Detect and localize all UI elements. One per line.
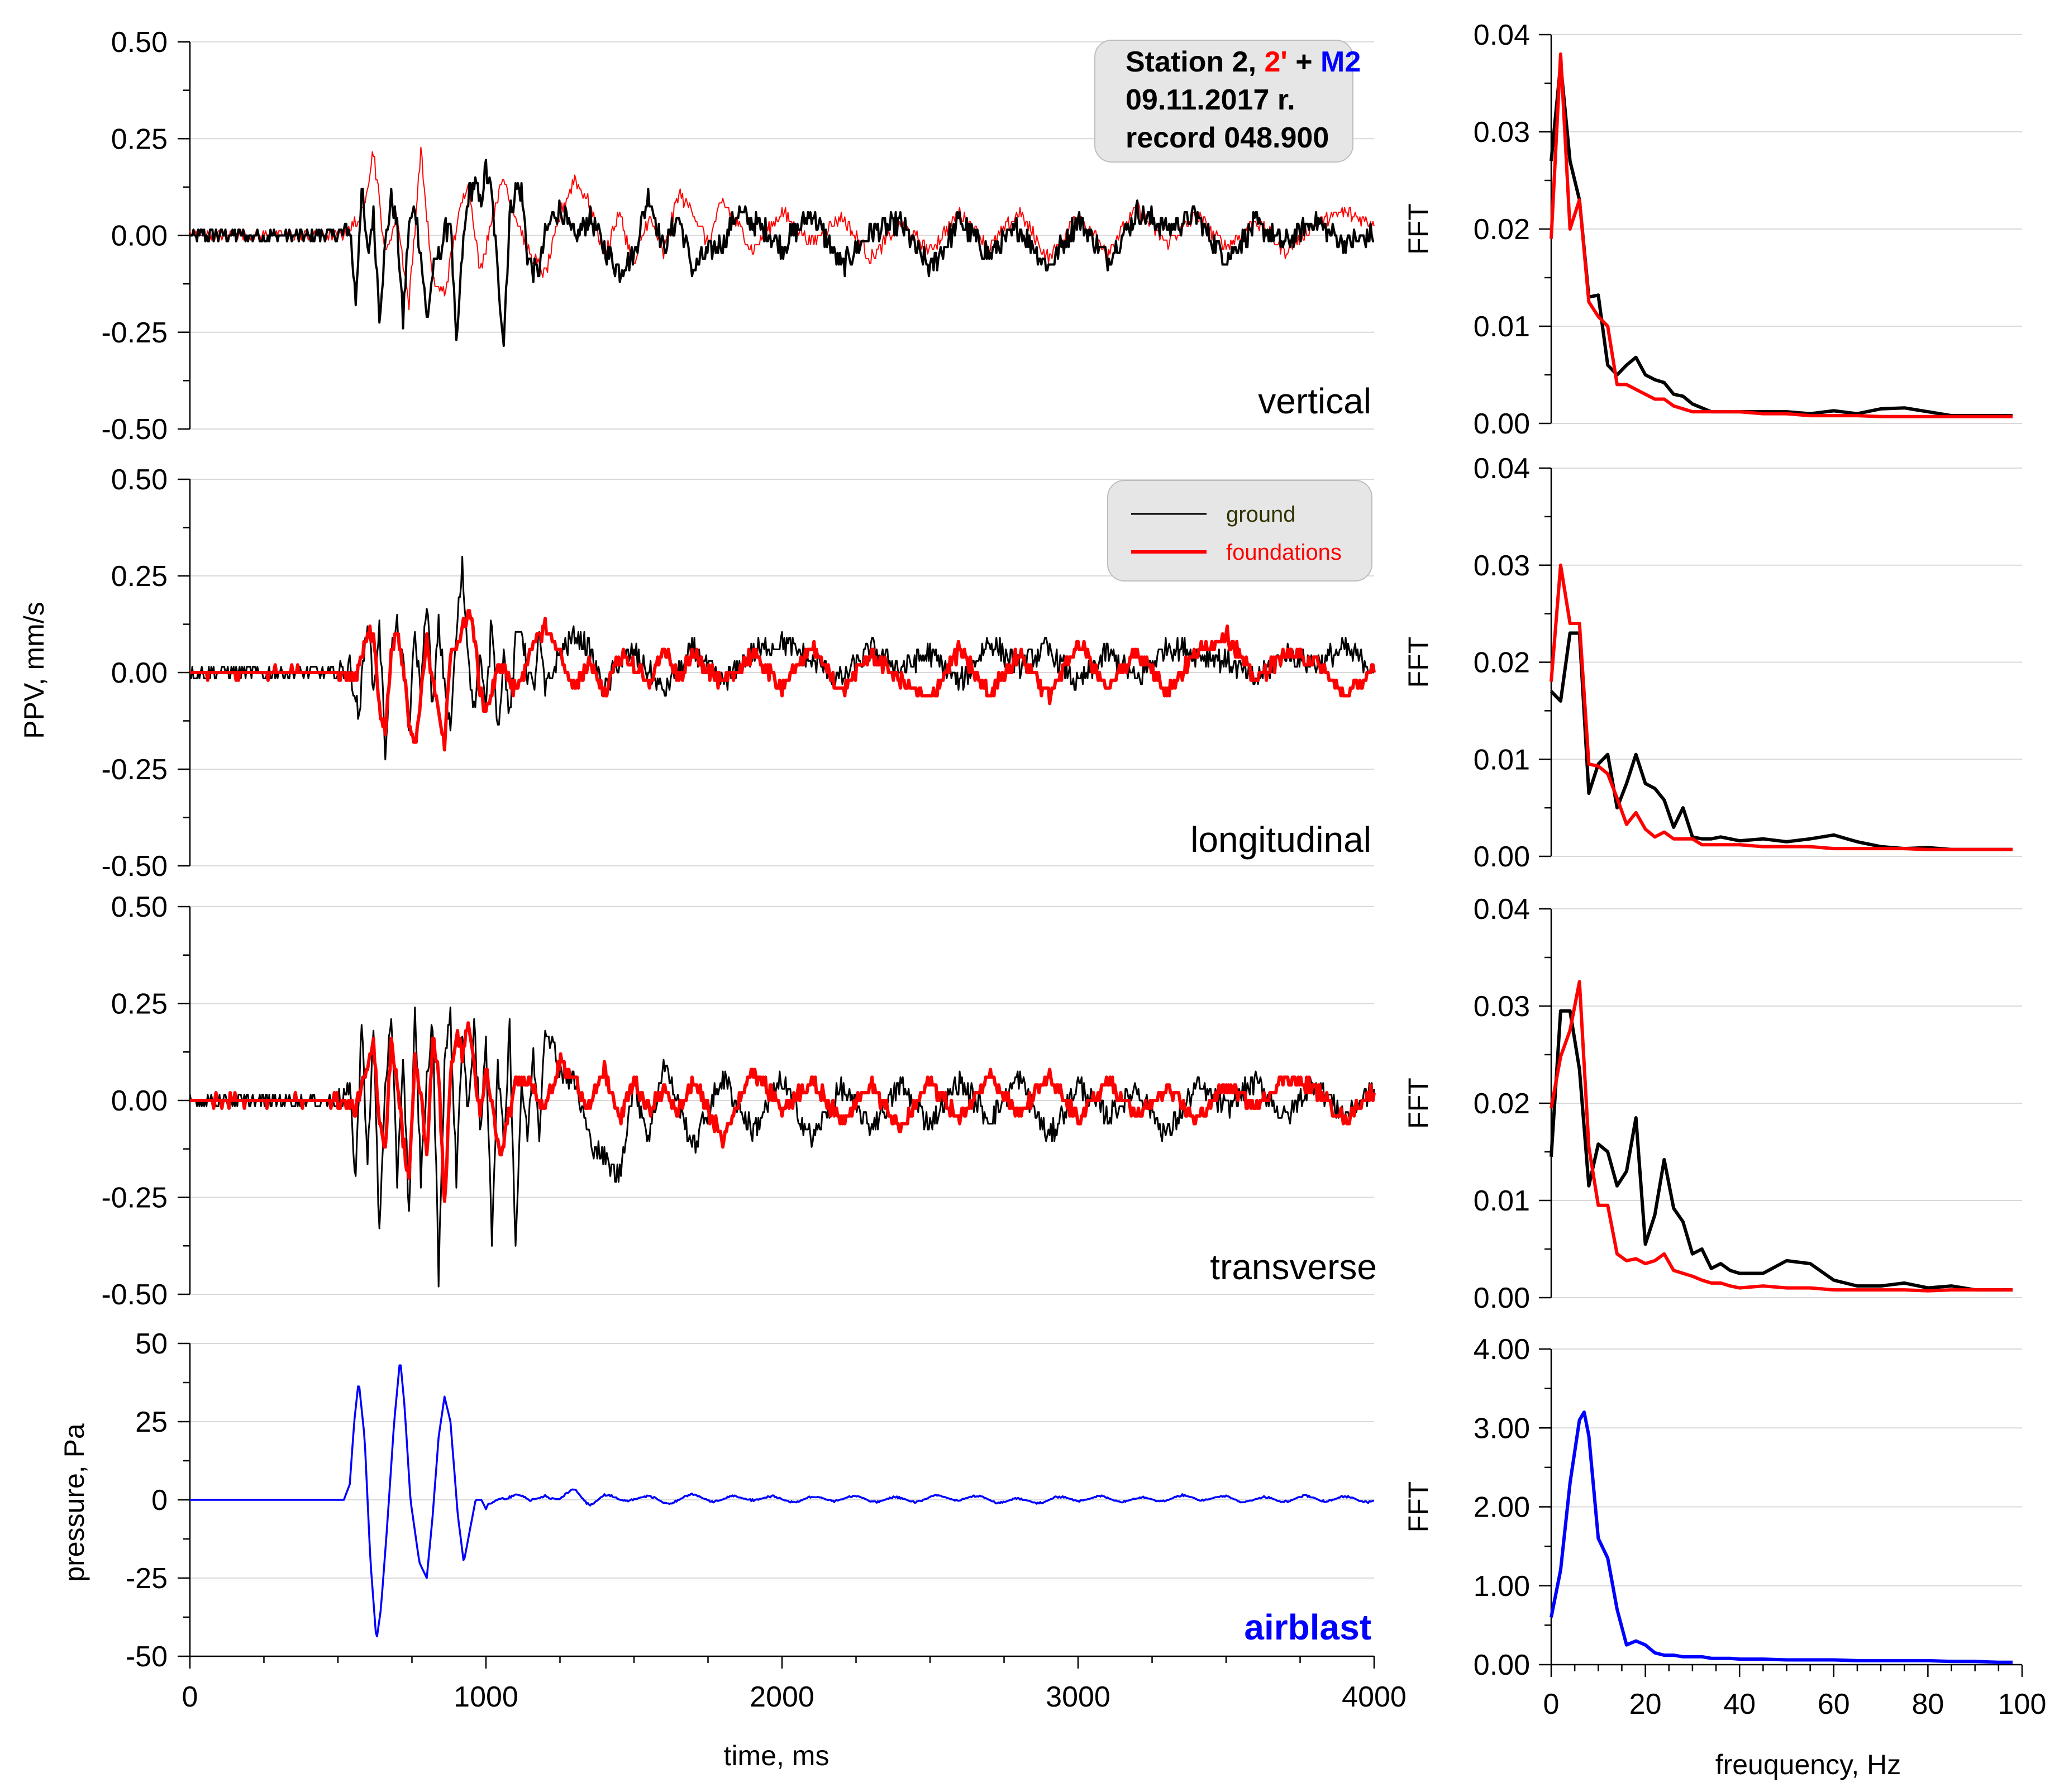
y-tick-label: 0.25 [111, 123, 168, 155]
legend-ground-label: ground [1226, 502, 1296, 527]
fft-panel-1: 0.04 0.03 0.02 0.01 0.00 FFT [1403, 452, 2022, 873]
x-tick-label: 4000 [1342, 1681, 1407, 1713]
x-tick-label: 20 [1629, 1688, 1662, 1720]
time-panel-transverse: 0.50 0.25 0.00 -0.25 -0.50 [101, 891, 1376, 1311]
fft-series-ground [1550, 631, 2013, 851]
series-airblast-airblast [190, 1364, 1375, 1638]
info-plus: + [1288, 46, 1320, 78]
y-tick-label: 0.02 [1474, 647, 1530, 679]
x-tick-label: 80 [1911, 1688, 1944, 1720]
y-tick-label: 0.25 [111, 988, 168, 1021]
y-tick-label: 0.50 [111, 26, 168, 59]
info-box-background [1094, 40, 1353, 163]
x-tick-label: 100 [1998, 1688, 2047, 1720]
y-tick-label: 0.01 [1474, 1185, 1530, 1217]
series-foundations-transverse [189, 1021, 1376, 1203]
y-tick-label: -0.50 [101, 1279, 168, 1311]
fft-series-foundations [1550, 52, 2013, 418]
y-tick-label: 0.02 [1474, 1088, 1530, 1120]
y-tick-label: 3.00 [1474, 1412, 1530, 1445]
y-tick-label: 0.04 [1474, 452, 1530, 485]
y-tick-label: 0.00 [1474, 1649, 1530, 1681]
transverse-channel-label: transverse [1210, 1247, 1377, 1287]
series-ground-vertical [190, 159, 1374, 347]
y-tick-label: -0.25 [101, 754, 168, 786]
x-tick-label: 40 [1723, 1688, 1756, 1720]
fft-series-ground [1550, 62, 2013, 418]
y-tick-label: 0.04 [1474, 19, 1530, 51]
y-tick-label: 2.00 [1474, 1491, 1530, 1524]
y-tick-label: -0.50 [101, 413, 168, 446]
y-tick-label: 50 [135, 1328, 168, 1360]
fft-panel-3: 4.00 3.00 2.00 1.00 0.00 FFT 0 20 40 60 80 100 [1403, 1333, 2046, 1720]
info-record: record 048.900 [1126, 122, 1329, 154]
y-tick-label: 0 [151, 1484, 168, 1517]
legend: ground foundations [1107, 480, 1372, 582]
series-ground-transverse [189, 1006, 1375, 1288]
series-foundations-longitudinal [189, 609, 1376, 752]
y-tick-label: 0.03 [1474, 990, 1530, 1023]
y-tick-label: -25 [126, 1562, 168, 1595]
info-station: Station 2, [1126, 46, 1264, 78]
fft-series-ground [1550, 1009, 2013, 1292]
longitudinal-channel-label: longitudinal [1190, 819, 1371, 860]
y-tick-label: 1.00 [1474, 1570, 1530, 1603]
x-tick-label: 1000 [454, 1681, 518, 1713]
fft-axis-label: FFT [1403, 203, 1434, 255]
station-info-box: Station 2, 2' + M2 09.11.2017 r. record … [1094, 40, 1361, 163]
y-tick-label: 0.00 [111, 657, 168, 689]
fft-series-airblast [1550, 1410, 2013, 1664]
y-tick-label: 0.00 [111, 1085, 168, 1117]
time-axis-label: time, ms [724, 1740, 829, 1771]
series-foundations-vertical [189, 146, 1375, 311]
y-tick-label: 4.00 [1474, 1333, 1530, 1366]
info-station-blue: M2 [1320, 46, 1361, 78]
time-panel-airblast: 50 25 0 -25 -50 0 1000 2000 3000 4000 [126, 1328, 1407, 1713]
legend-foundations-label: foundations [1226, 540, 1342, 565]
airblast-channel-label: airblast [1244, 1607, 1371, 1647]
time-panel-vertical: 0.50 0.25 0.00 -0.25 -0.50 [101, 26, 1375, 446]
vertical-channel-label: vertical [1258, 381, 1371, 421]
x-tick-label: 60 [1818, 1688, 1850, 1720]
ppv-axis-label: PPV, mm/s [18, 602, 50, 738]
time-panel-longitudinal: 0.50 0.25 0.00 -0.25 -0.50 [101, 464, 1376, 883]
pressure-axis-label: pressure, Pa [59, 1423, 90, 1582]
legend-background [1107, 480, 1372, 582]
frequency-axis-label: freuquency, Hz [1715, 1749, 1901, 1780]
y-tick-label: 0.25 [111, 560, 168, 593]
y-tick-label: 0.03 [1474, 550, 1530, 582]
y-tick-label: 0.01 [1474, 311, 1530, 343]
y-tick-label: 0.50 [111, 891, 168, 923]
y-tick-label: 0.02 [1474, 213, 1530, 246]
y-tick-label: 25 [135, 1406, 168, 1438]
y-tick-label: -0.25 [101, 1182, 168, 1214]
y-tick-label: 0.00 [111, 220, 168, 252]
y-tick-label: 0.03 [1474, 116, 1530, 149]
fft-axis-label: FFT [1403, 1481, 1434, 1533]
y-tick-label: 0.00 [1474, 408, 1530, 440]
fft-panel-0: 0.04 0.03 0.02 0.01 0.00 FFT [1403, 19, 2022, 440]
y-tick-label: 0.00 [1474, 1282, 1530, 1314]
x-tick-label: 0 [1543, 1688, 1560, 1720]
y-tick-label: 0.00 [1474, 841, 1530, 873]
y-tick-label: -0.25 [101, 317, 168, 349]
fft-panel-2: 0.04 0.03 0.02 0.01 0.00 FFT [1403, 893, 2022, 1314]
fft-series-foundations [1550, 980, 2013, 1293]
y-tick-label: -50 [126, 1641, 168, 1673]
fft-axis-label: FFT [1403, 637, 1434, 688]
info-date: 09.11.2017 r. [1126, 84, 1295, 116]
y-tick-label: -0.50 [101, 850, 168, 883]
x-tick-label: 3000 [1046, 1681, 1110, 1713]
y-tick-label: 0.01 [1474, 744, 1530, 776]
info-station-red: 2' [1264, 46, 1287, 78]
fft-axis-label: FFT [1403, 1078, 1434, 1129]
x-tick-label: 0 [182, 1681, 198, 1713]
fft-series-foundations [1550, 563, 2013, 851]
y-tick-label: 0.04 [1474, 893, 1530, 926]
info-line-1: Station 2, 2' + M2 [1126, 46, 1361, 78]
x-tick-label: 2000 [750, 1681, 814, 1713]
y-tick-label: 0.50 [111, 464, 168, 496]
